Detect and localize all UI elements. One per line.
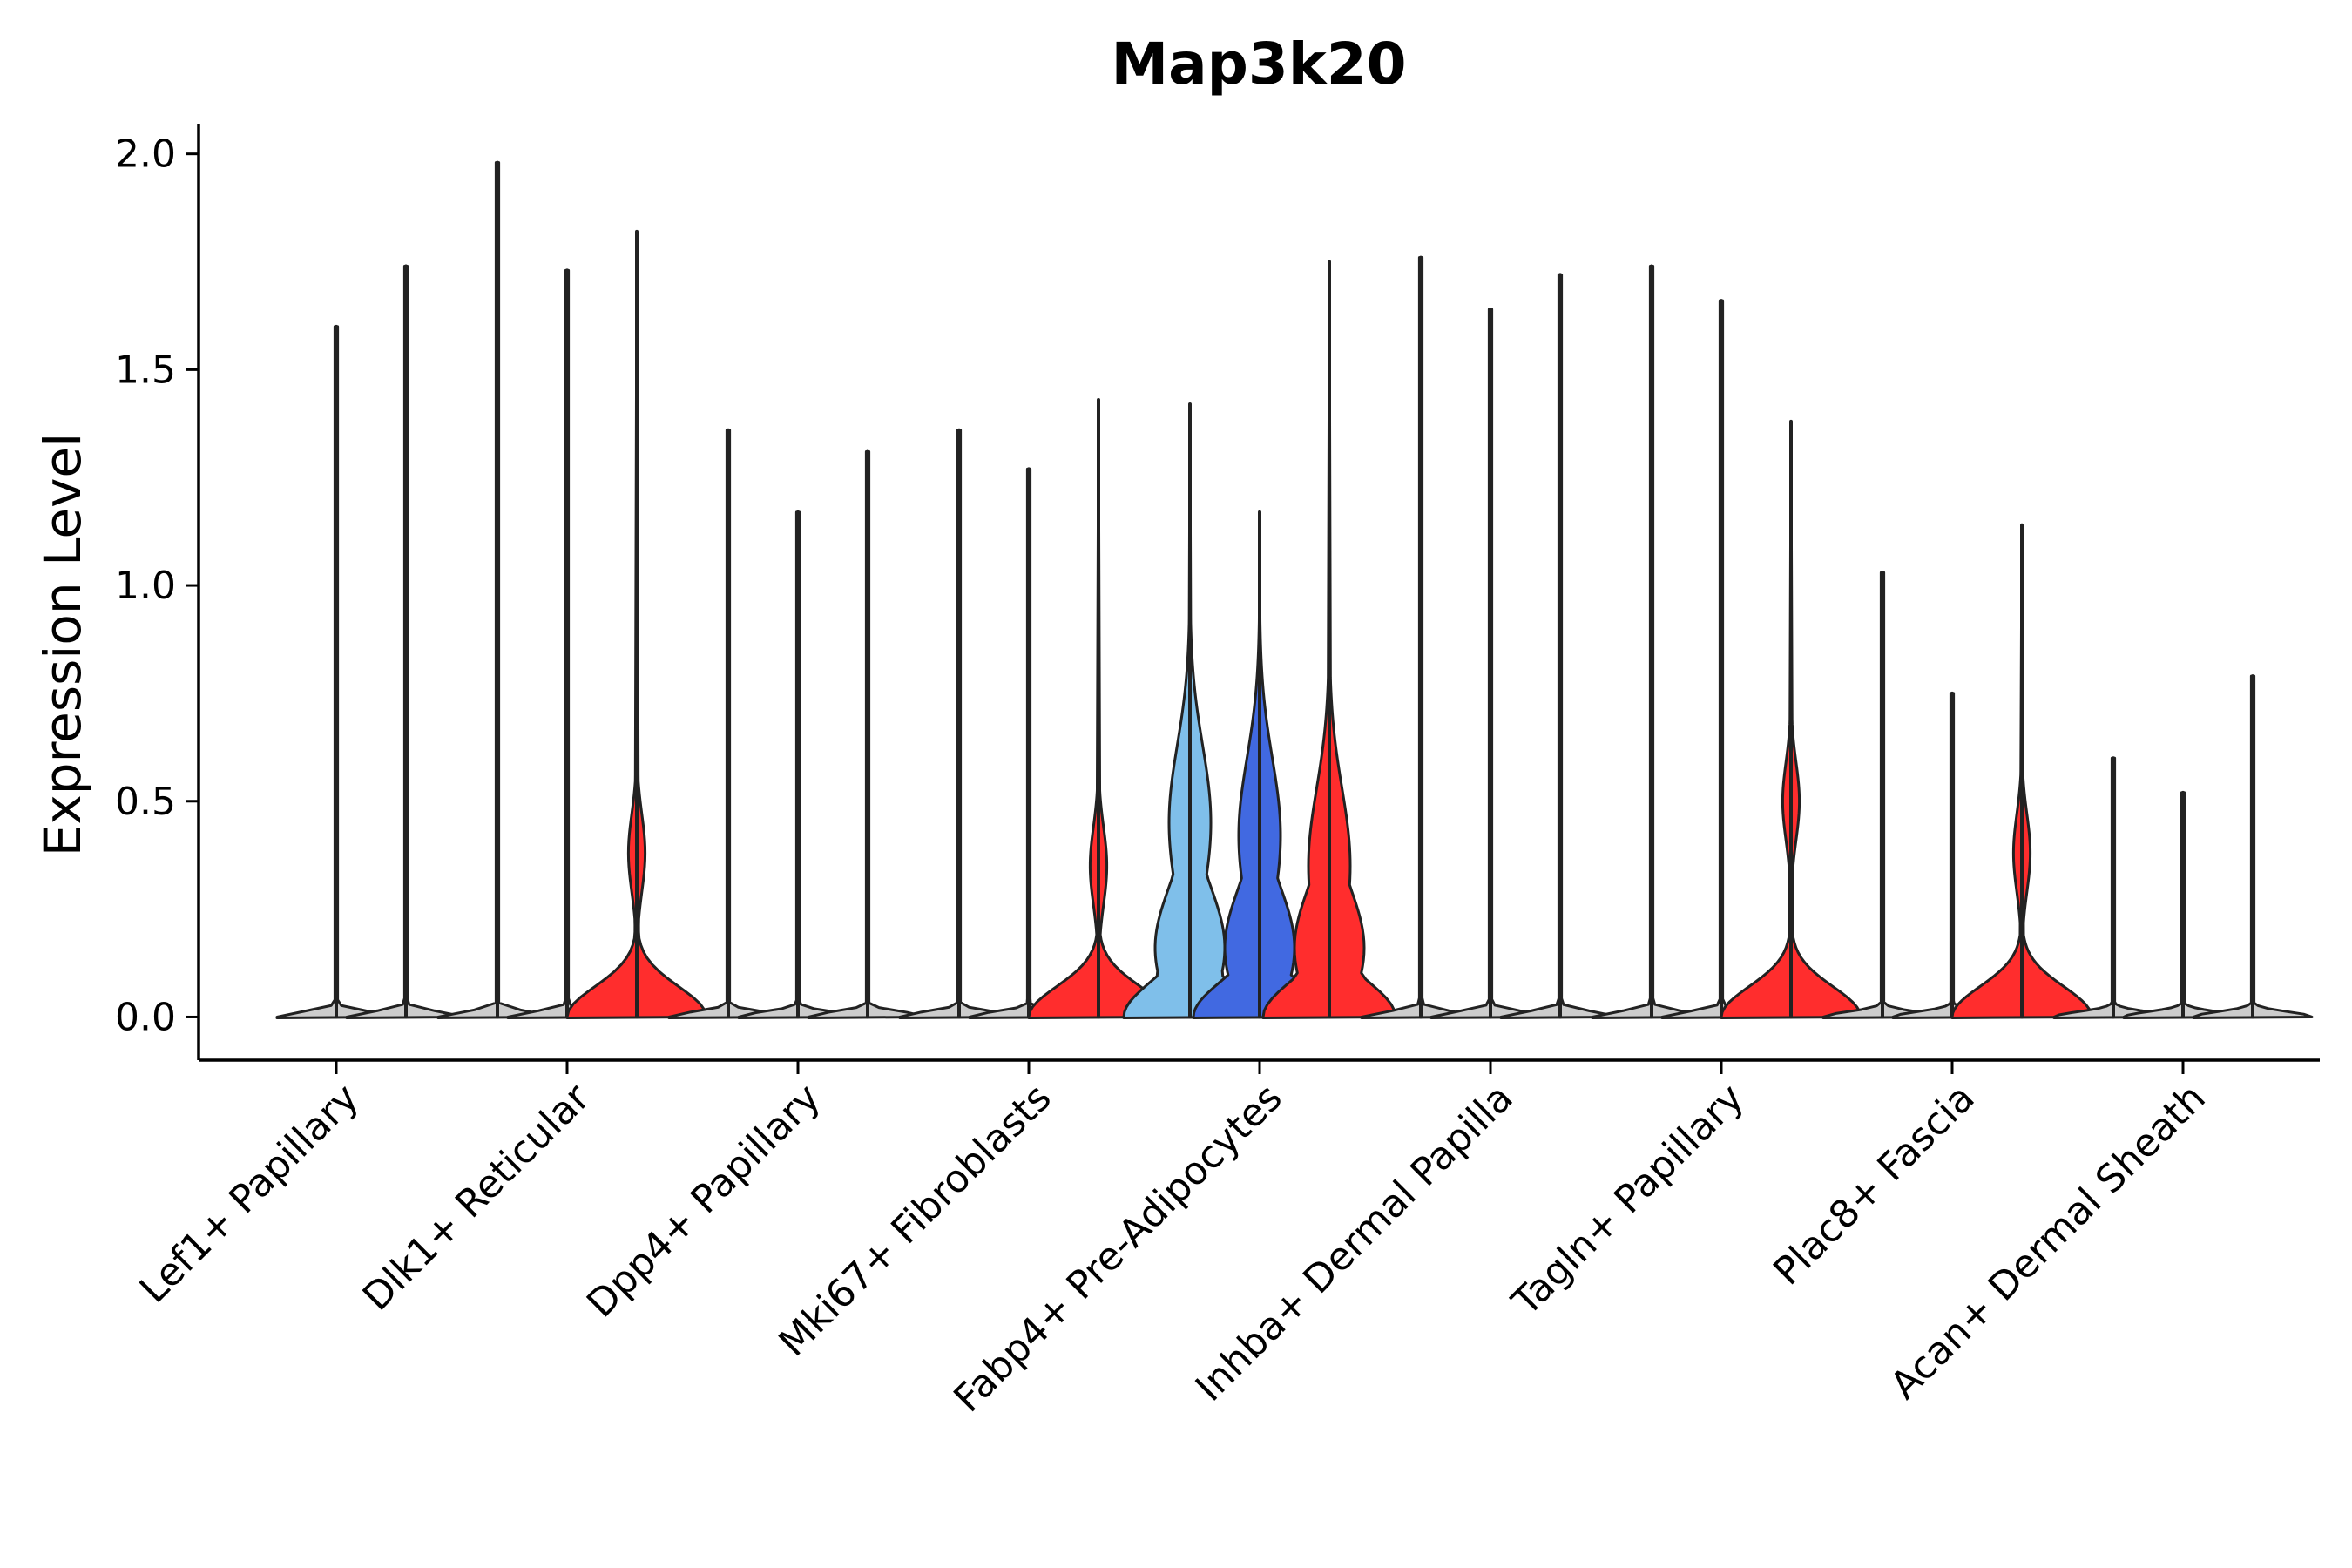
x-tick-label: Plac8+ Fascia xyxy=(1765,1076,1984,1294)
y-tick-label: 1.0 xyxy=(115,564,176,608)
y-tick-label: 1.5 xyxy=(115,348,176,392)
x-tick-label: Dpp4+ Papillary xyxy=(578,1076,829,1327)
y-tick-label: 0.0 xyxy=(115,995,176,1039)
y-axis-label: Expression Level xyxy=(33,433,92,856)
y-ticks: 0.0 0.5 1.0 1.5 2.0 xyxy=(115,132,199,1039)
x-tick-label: Tagln+ Papillary xyxy=(1504,1076,1753,1325)
y-tick-label: 2.0 xyxy=(115,132,176,177)
violin-group xyxy=(275,160,2314,1019)
chart-title: Map3k20 xyxy=(1111,30,1406,98)
y-tick-label: 0.5 xyxy=(115,780,176,824)
x-tick-label: Lef1+ Papillary xyxy=(132,1076,368,1312)
x-tick-label: Dlk1+ Reticular xyxy=(355,1075,599,1320)
